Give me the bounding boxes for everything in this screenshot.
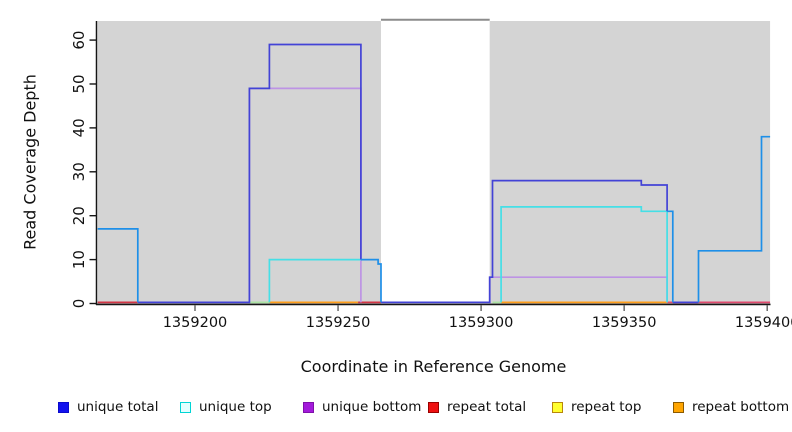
y-tick-label: 10 [70,250,88,269]
y-tick-label: 0 [70,299,88,309]
y-tick-label: 30 [70,162,88,181]
x-tick-label: 1359400 [735,315,792,331]
series-line-coverage-light-blue [97,228,139,303]
y-tick-label: 20 [70,206,88,225]
series-line-coverage-light-blue [360,258,382,303]
x-tick-label: 1359350 [592,315,657,331]
x-tick-label: 1359250 [306,315,371,331]
y-tick-label: 50 [70,74,88,93]
series-line-unique-total [137,43,362,304]
x-tick-label: 1359200 [163,315,228,331]
x-axis-title: Coordinate in Reference Genome [300,357,567,376]
series-line-unique-top [500,206,668,303]
coverage-panel-right [489,21,771,305]
coverage-panel-left [97,21,381,305]
x-tick-label: 1359300 [449,315,514,331]
y-tick-label: 40 [70,118,88,137]
series-line-coverage-light-blue [667,210,674,303]
series-line-unique-top [268,258,361,303]
series-line-coverage-light-blue [697,135,771,303]
y-tick-label: 60 [70,31,88,50]
y-axis-title: Read Coverage Depth [20,74,40,250]
series-line-unique-total [381,179,668,304]
